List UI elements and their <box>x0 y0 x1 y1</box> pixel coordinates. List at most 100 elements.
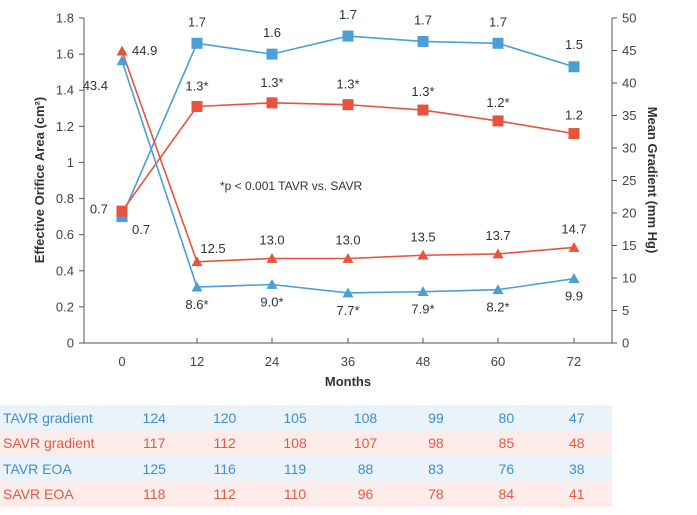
series-markers <box>116 30 580 298</box>
table-cell: 85 <box>498 435 515 452</box>
table-cell: 120 <box>212 409 237 426</box>
x-tick-label: 24 <box>265 354 279 369</box>
table-cell: 118 <box>143 486 166 503</box>
row-label: SAVR gradient <box>3 435 95 452</box>
square-marker <box>492 37 504 49</box>
table-cell: 47 <box>568 409 585 426</box>
data-label: 13.0 <box>259 233 284 248</box>
table-cell: 112 <box>213 435 236 452</box>
triangle-marker <box>492 248 504 259</box>
triangle-marker <box>266 279 278 289</box>
table-row: TAVR EOA 125 116 119 88 83 76 38 <box>0 456 612 482</box>
square-marker <box>116 205 128 217</box>
square-marker <box>191 37 203 49</box>
y-left-tick-label: 0.6 <box>56 227 74 242</box>
y-right-tick-label: 50 <box>622 11 636 26</box>
triangle-marker <box>492 284 504 295</box>
y-right-tick-label: 15 <box>622 238 636 253</box>
square-marker <box>266 97 278 109</box>
y-right-tick-label: 20 <box>622 206 636 221</box>
triangle-marker <box>417 249 429 260</box>
x-tick-label: 72 <box>567 354 581 369</box>
table-row: SAVR EOA 118 112 110 96 78 84 41 <box>0 481 612 507</box>
triangle-marker <box>568 273 580 284</box>
x-tick-label: 12 <box>190 354 204 369</box>
table-cell: 80 <box>498 409 515 426</box>
table-cell: 105 <box>283 409 307 426</box>
triangle-marker <box>417 286 429 297</box>
y-left-tick-label: 1 <box>67 155 74 170</box>
y-left-tick-label: 0.4 <box>56 263 74 278</box>
square-marker <box>342 30 354 42</box>
data-label: 1.5 <box>565 37 583 52</box>
numbers-at-risk-body: TAVR gradient 124 120 105 108 99 80 47 SAVR grad… <box>0 405 612 507</box>
square-marker <box>568 61 580 73</box>
triangle-marker <box>266 253 278 263</box>
table-cell: 124 <box>142 409 166 426</box>
y-left-tick-label: 1.6 <box>56 47 74 62</box>
data-label: 7.7* <box>336 303 359 318</box>
table-cell: 48 <box>568 435 585 452</box>
triangle-marker <box>342 253 354 263</box>
x-tick-label: 0 <box>118 354 125 369</box>
data-label: 7.9* <box>411 302 434 317</box>
table-cell: 84 <box>498 486 515 503</box>
square-marker <box>492 115 504 127</box>
y-right-tick-label: 45 <box>622 43 636 58</box>
data-label: 1.3* <box>185 78 208 93</box>
numbers-at-risk-table: TAVR gradient 124 120 105 108 99 80 47 SAVR grad… <box>0 405 612 507</box>
data-label: 1.7 <box>188 14 206 29</box>
y-left-tick-label: 1.4 <box>56 83 74 98</box>
table-cell: 119 <box>283 460 307 477</box>
data-label: 1.6 <box>263 25 281 40</box>
table-cell: 88 <box>357 460 374 477</box>
y-axis-left-title: Effective Orifice Area (cm²) <box>32 97 47 263</box>
y-left-tick-label: 0 <box>67 336 74 351</box>
square-marker <box>417 35 429 47</box>
triangle-marker <box>116 55 128 66</box>
table-cell: 107 <box>353 435 378 452</box>
y-left-tick-label: 0.8 <box>56 191 74 206</box>
y-left-tick-label: 1.2 <box>56 119 74 134</box>
data-label: 14.7 <box>561 221 586 236</box>
triangle-marker <box>191 256 203 267</box>
axes: 0 0.2 0.4 0.6 0.8 1 1.2 1.4 1.6 1.8 0 5 10 15 20 25 30 35… <box>56 11 637 370</box>
table-row: TAVR gradient 124 120 105 108 99 80 47 <box>0 405 612 431</box>
y-right-tick-label: 0 <box>622 336 629 351</box>
y-right-tick-label: 10 <box>622 271 636 286</box>
table-cell: 99 <box>428 409 444 426</box>
row-label: TAVR EOA <box>3 460 72 477</box>
table-cell: 125 <box>142 460 166 477</box>
table-cell: 108 <box>283 435 307 452</box>
y-left-tick-label: 0.2 <box>56 299 74 314</box>
square-marker <box>266 48 278 60</box>
triangle-marker <box>116 45 128 56</box>
table-cell: 112 <box>213 486 236 503</box>
triangle-marker <box>342 287 354 298</box>
data-label: 0.7 <box>90 202 108 217</box>
x-tick-label: 36 <box>341 354 355 369</box>
table-cell: 116 <box>213 460 236 477</box>
x-tick-label: 48 <box>416 354 430 369</box>
table-cell: 41 <box>568 486 585 503</box>
data-label: 1.2 <box>565 108 583 123</box>
data-label: 13.5 <box>410 229 435 244</box>
square-marker <box>568 128 580 140</box>
table-cell: 78 <box>428 486 444 503</box>
square-marker <box>342 99 354 111</box>
data-label: 9.9 <box>565 289 583 304</box>
data-label: 1.3* <box>411 84 434 99</box>
data-label: 8.2* <box>486 300 509 315</box>
table-cell: 108 <box>353 409 378 426</box>
y-right-tick-label: 25 <box>622 173 636 188</box>
data-label: 43.4 <box>83 78 108 93</box>
y-axis-right-title: Mean Gradient (mm Hg) <box>645 107 660 254</box>
row-label: SAVR EOA <box>3 486 74 503</box>
data-label: 9.0* <box>260 295 283 310</box>
y-right-tick-label: 30 <box>622 141 636 156</box>
x-axis-title: Months <box>325 374 371 389</box>
data-label: 8.6* <box>185 297 208 312</box>
row-label: TAVR gradient <box>3 409 93 426</box>
value-labels: 0.7 1.7 1.6 1.7 1.7 1.7 1.5 0.7 1.3* 1.3* 1.3* 1.3*… <box>83 7 587 318</box>
y-right-tick-label: 35 <box>622 108 636 123</box>
